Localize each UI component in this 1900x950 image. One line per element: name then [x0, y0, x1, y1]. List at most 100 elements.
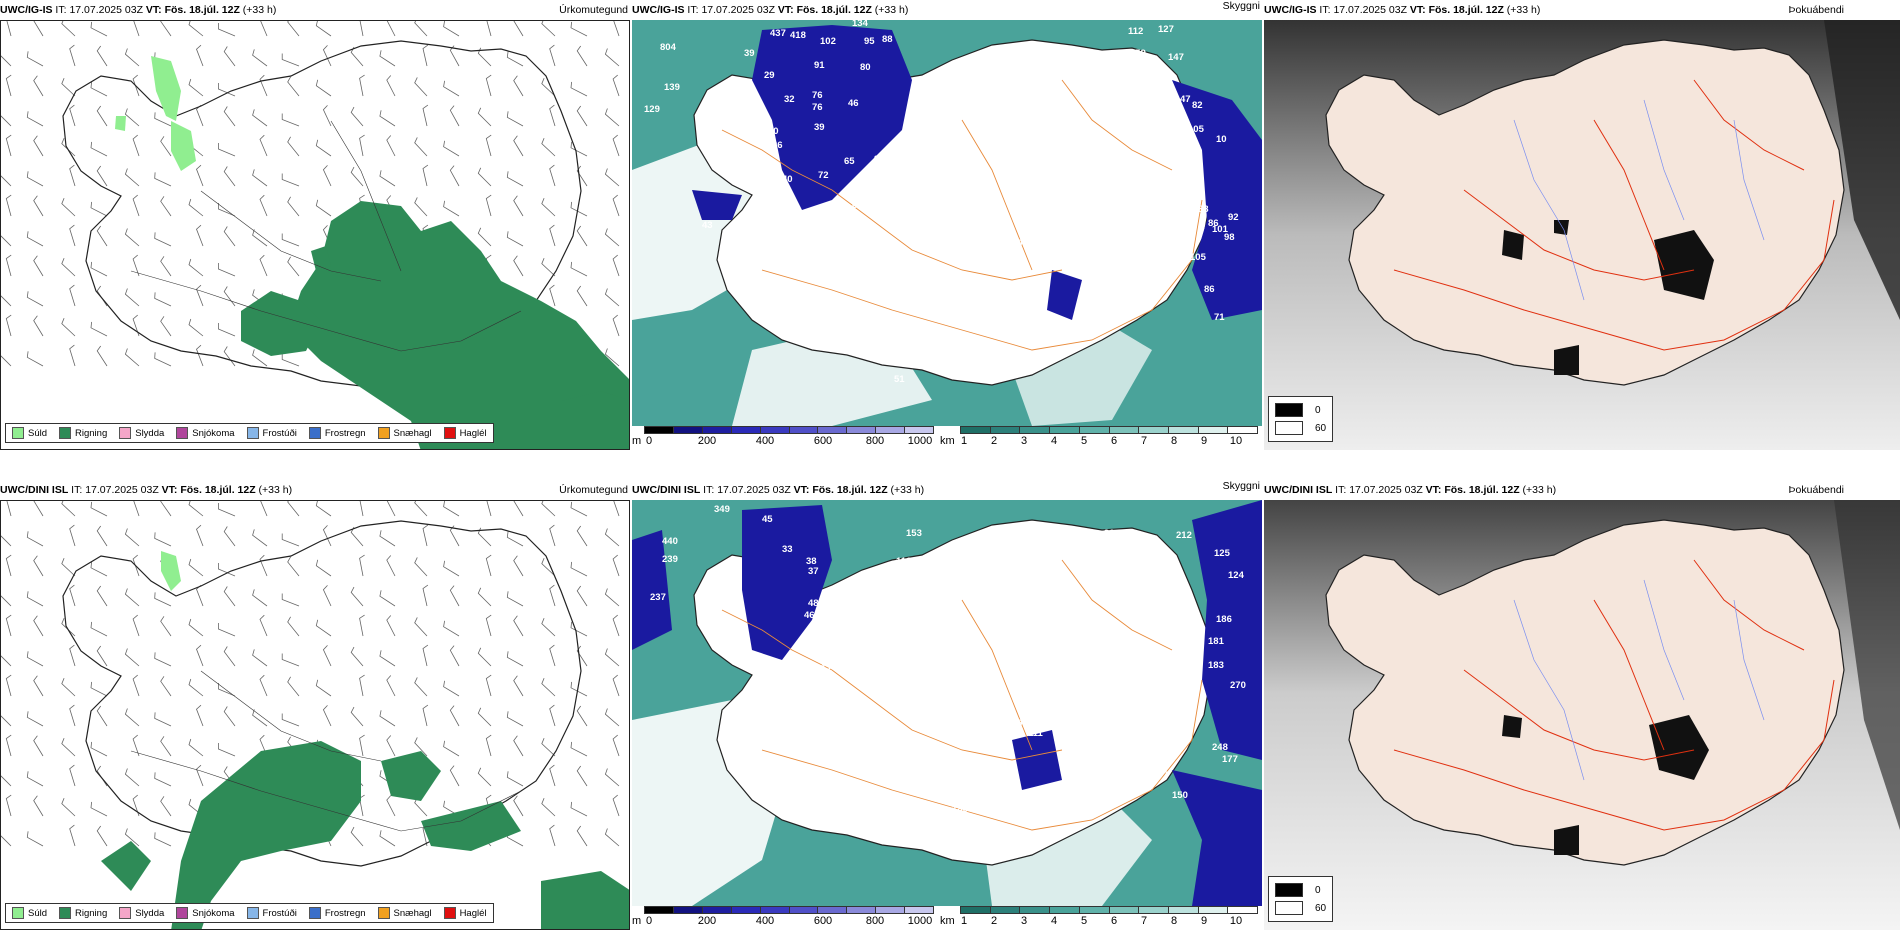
wind-barb	[69, 104, 76, 127]
wind-barb	[443, 200, 460, 217]
wind-barb	[386, 135, 396, 157]
cloud-base-label: 180	[952, 804, 968, 815]
wind-barb	[386, 501, 396, 517]
cloud-map[interactable]: 437 418 102 134 95 88 804 39 91 80 139 29 76 129 32 76 4…	[632, 20, 1262, 450]
wind-barb	[26, 591, 44, 607]
fog-patches	[1502, 220, 1714, 375]
legend-label: Rigning	[75, 427, 108, 439]
cloud-base-label: 215	[1022, 704, 1039, 715]
cloud-base-label: 51	[944, 842, 955, 853]
fog-map[interactable]: 0 60	[1264, 500, 1900, 930]
wind-barb	[570, 681, 588, 697]
wind-barb	[287, 76, 300, 97]
precip-map[interactable]: Súld Rigning Slydda Snjókoma Frostúði Fr…	[0, 20, 630, 450]
legend-label: Slydda	[135, 907, 165, 919]
legend-swatch	[443, 427, 456, 439]
cloud-base-label: 111	[1028, 728, 1044, 739]
panel-title: Þokuábendi	[1788, 4, 1844, 16]
cloud-base-label: 39	[814, 122, 825, 133]
wind-barb	[90, 141, 108, 157]
wind-barb	[252, 49, 268, 67]
wind-barb	[612, 134, 620, 157]
wind-barb	[322, 105, 332, 127]
wind-barb	[1, 287, 12, 307]
wind-barb	[6, 21, 12, 37]
tick-label: 7	[1140, 915, 1148, 927]
wind-barb	[541, 198, 556, 217]
wind-barb	[570, 621, 588, 637]
panel-title: Úrkomutegund	[559, 4, 628, 16]
wind-barb	[570, 21, 588, 37]
wind-barb	[359, 501, 364, 517]
wind-barb	[513, 255, 524, 277]
wind-barb	[252, 589, 268, 607]
legend-label: 0	[1315, 404, 1321, 416]
wind-barb	[61, 738, 76, 757]
wind-barb	[570, 501, 588, 517]
legend-swatch	[59, 907, 72, 919]
legend-label: Snjókoma	[192, 427, 235, 439]
wind-barb	[379, 50, 396, 67]
wind-barb	[124, 648, 140, 667]
wind-barb	[570, 801, 588, 817]
wind-barb	[315, 501, 332, 517]
wind-barb	[33, 21, 44, 37]
wind-barb	[443, 21, 460, 37]
cloud-base-label: 94	[874, 154, 885, 165]
wind-barb	[132, 254, 140, 277]
cloud-base-label: 196	[1012, 718, 1028, 729]
wind-barb	[604, 648, 620, 667]
wind-barb	[414, 737, 428, 757]
wind-barb	[612, 74, 620, 97]
wind-barb	[252, 649, 268, 667]
tick-label: 3	[1020, 915, 1028, 927]
wind-barb	[61, 678, 76, 697]
cloud-base-label: 92	[1228, 212, 1239, 223]
wind-barb	[1, 227, 12, 247]
wind-barb	[506, 651, 524, 667]
wind-barb	[69, 704, 76, 727]
ceiling-ticks: 0 200 400 600 800 1000	[632, 915, 934, 929]
tick-label: 1	[960, 435, 968, 447]
wind-barb	[386, 735, 396, 757]
cloud-base-label: 437	[770, 28, 786, 39]
ceiling-unit: m	[632, 435, 642, 447]
wind-barb	[133, 21, 140, 37]
wind-barb	[154, 532, 172, 547]
wind-barb	[322, 525, 332, 547]
wind-barb	[1, 167, 12, 187]
fog-map[interactable]: 0 60	[1264, 20, 1900, 450]
wind-barb	[281, 233, 300, 247]
wind-barb	[449, 585, 460, 607]
wind-barb	[5, 194, 12, 217]
cloud-base-label: 36	[772, 140, 783, 151]
tick-label: 600	[813, 435, 833, 447]
wind-barb	[449, 705, 460, 727]
wind-barb	[90, 741, 108, 757]
wind-barb	[287, 616, 300, 637]
wind-barb	[252, 349, 268, 367]
precip-map[interactable]: Súld Rigning Slydda Snjókoma Frostúði Fr…	[0, 500, 630, 930]
wind-barb	[386, 21, 396, 37]
legend-item-haglel: Haglél	[443, 427, 487, 439]
legend-label: 0	[1315, 884, 1321, 896]
wind-barb	[96, 45, 108, 67]
wind-barb	[217, 202, 236, 217]
wind-barb	[154, 652, 172, 667]
cloud-base-label: 72	[1188, 172, 1199, 183]
legend-label: Frostúði	[262, 907, 297, 919]
wind-barb	[513, 21, 524, 37]
wind-barb	[5, 74, 12, 97]
wind-barb	[1, 347, 12, 367]
wind-barb	[287, 136, 300, 157]
precip-panel-row2: UWC/DINI ISL IT: 17.07.2025 03Z VT: Fös.…	[0, 480, 630, 930]
cloud-base-label: 51	[894, 374, 905, 385]
wind-barb	[96, 645, 108, 667]
vt-value: Fös. 18.júl. 12Z	[1444, 484, 1520, 496]
ceiling-unit: m	[632, 915, 642, 927]
cloud-base-label: 95	[864, 36, 875, 47]
cloud-base-label: 129	[932, 224, 948, 235]
wind-barb	[549, 644, 556, 667]
vt-value: Fös. 18.júl. 12Z	[796, 4, 872, 16]
cloud-map[interactable]: 349 45 440 239 33 38 37 237 153 116 48 46 43 90 212 70 1…	[632, 500, 1262, 930]
